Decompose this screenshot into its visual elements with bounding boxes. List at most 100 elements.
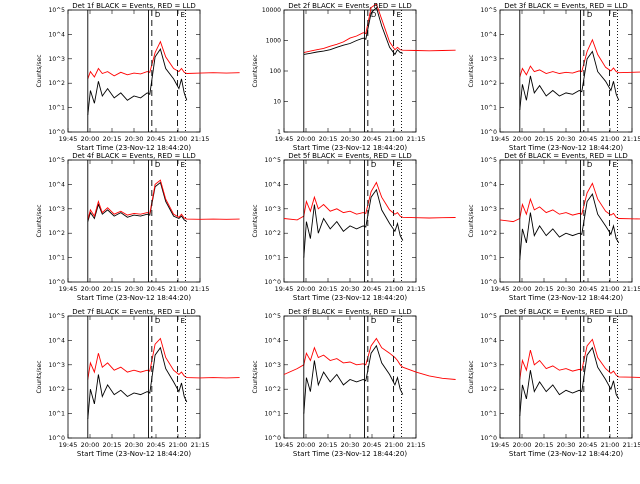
y-axis-label: Counts/sec bbox=[252, 204, 259, 237]
x-tick-label: 20:45 bbox=[147, 135, 166, 143]
x-tick-label: 20:15 bbox=[319, 135, 338, 143]
y-tick-label: 100 bbox=[270, 68, 282, 75]
series-lld-line bbox=[87, 337, 240, 380]
y-tick-label: 10^0 bbox=[49, 435, 66, 442]
x-tick-label: 21:15 bbox=[191, 441, 210, 449]
y-tick-label: 10^0 bbox=[481, 279, 498, 286]
series-events-line bbox=[87, 48, 188, 115]
y-tick-label: 10^4 bbox=[481, 337, 498, 344]
event-marker-label: E bbox=[181, 11, 185, 19]
series-events-line bbox=[303, 344, 404, 414]
x-tick-label: 20:00 bbox=[81, 441, 100, 449]
y-tick-label: 10^1 bbox=[49, 411, 66, 418]
x-tick-label: 20:30 bbox=[125, 441, 144, 449]
y-tick-label: 10000 bbox=[262, 7, 281, 14]
event-marker-label: D bbox=[587, 317, 592, 325]
panel-title: Det 1f BLACK = Events, RED = LLD bbox=[72, 2, 195, 10]
series-lld-line bbox=[499, 182, 640, 223]
x-tick-label: 21:00 bbox=[169, 441, 188, 449]
x-tick-label: 21:15 bbox=[407, 135, 426, 143]
y-tick-label: 10^0 bbox=[481, 435, 498, 442]
x-tick-label: 19:45 bbox=[491, 135, 510, 143]
y-tick-label: 10^1 bbox=[265, 255, 282, 262]
panel-title: Det 9f BLACK = Events, RED = LLD bbox=[504, 308, 627, 316]
y-tick-label: 10^2 bbox=[49, 386, 66, 393]
detector-panel: 10^010^110^210^310^410^519:45 20:00 20:15 2… bbox=[252, 152, 456, 302]
panel-title: Det 4f BLACK = Events, RED = LLD bbox=[72, 152, 195, 160]
series-lld-line bbox=[283, 181, 456, 221]
x-tick-label: 19:45 bbox=[491, 441, 510, 449]
y-tick-label: 10^1 bbox=[481, 255, 498, 262]
x-tick-label: 21:00 bbox=[169, 285, 188, 293]
y-tick-label: 10^3 bbox=[265, 362, 282, 369]
x-tick-label: 20:30 bbox=[125, 285, 144, 293]
y-axis-label: Counts/sec bbox=[468, 204, 475, 237]
event-marker-label: D bbox=[587, 11, 592, 19]
x-tick-label: 20:15 bbox=[319, 285, 338, 293]
y-axis-label: Counts/sec bbox=[36, 204, 43, 237]
x-axis-label: Start Time (23-Nov-12 18:44:20) bbox=[77, 450, 191, 458]
x-tick-label: 19:45 bbox=[59, 441, 78, 449]
x-tick-label: 21:00 bbox=[169, 135, 188, 143]
x-tick-label: 20:00 bbox=[81, 135, 100, 143]
x-tick-label: 19:45 bbox=[275, 441, 294, 449]
x-tick-label: 19:45 bbox=[59, 285, 78, 293]
x-tick-label: 20:45 bbox=[579, 285, 598, 293]
y-axis-label: Counts/sec bbox=[468, 360, 475, 393]
x-tick-label: 20:00 bbox=[513, 285, 532, 293]
x-tick-label: 20:15 bbox=[319, 441, 338, 449]
y-tick-label: 10^5 bbox=[49, 313, 66, 320]
detector-panel: 1 10 100 1000 10000 19:45 20:00 20:15 20:30 20:45… bbox=[252, 2, 456, 152]
x-tick-label: 21:15 bbox=[623, 441, 640, 449]
x-tick-label: 19:45 bbox=[275, 285, 294, 293]
y-axis-label: Counts/sec bbox=[36, 54, 43, 87]
x-tick-label: 20:00 bbox=[297, 441, 316, 449]
x-tick-label: 19:45 bbox=[275, 135, 294, 143]
event-marker-label: E bbox=[181, 161, 185, 169]
y-tick-label: 10^1 bbox=[49, 105, 66, 112]
x-tick-label: 20:45 bbox=[363, 285, 382, 293]
y-tick-label: 10^3 bbox=[49, 206, 66, 213]
x-tick-label: 20:15 bbox=[535, 135, 554, 143]
x-tick-label: 19:45 bbox=[59, 135, 78, 143]
y-tick-label: 10^1 bbox=[49, 255, 66, 262]
y-axis-label: Counts/sec bbox=[468, 54, 475, 87]
y-tick-label: 1 bbox=[277, 129, 281, 136]
panel-title: Det 6f BLACK = Events, RED = LLD bbox=[504, 152, 627, 160]
x-tick-label: 20:30 bbox=[341, 285, 360, 293]
y-tick-label: 10^2 bbox=[481, 80, 498, 87]
y-tick-label: 10^3 bbox=[49, 56, 66, 63]
x-axis-label: Start Time (23-Nov-12 18:44:20) bbox=[293, 450, 407, 458]
x-axis-label: Start Time (23-Nov-12 18:44:20) bbox=[293, 144, 407, 152]
x-tick-label: 20:30 bbox=[557, 135, 576, 143]
x-tick-label: 20:15 bbox=[103, 285, 122, 293]
x-tick-label: 21:15 bbox=[623, 285, 640, 293]
x-tick-label: 20:15 bbox=[103, 441, 122, 449]
y-tick-label: 10^4 bbox=[49, 337, 66, 344]
y-tick-label: 10^3 bbox=[265, 206, 282, 213]
x-axis-label: Start Time (23-Nov-12 18:44:20) bbox=[77, 294, 191, 302]
event-marker-label: D bbox=[587, 161, 592, 169]
y-tick-label: 10^0 bbox=[49, 129, 66, 136]
x-tick-label: 21:15 bbox=[407, 285, 426, 293]
x-tick-label: 20:00 bbox=[297, 285, 316, 293]
panel-title: Det 8f BLACK = Events, RED = LLD bbox=[288, 308, 411, 316]
x-tick-label: 21:15 bbox=[407, 441, 426, 449]
x-axis-label: Start Time (23-Nov-12 18:44:20) bbox=[509, 450, 623, 458]
x-tick-label: 20:30 bbox=[557, 441, 576, 449]
event-marker-label: D bbox=[371, 11, 376, 19]
x-tick-label: 20:30 bbox=[341, 441, 360, 449]
panel-title: Det 3f BLACK = Events, RED = LLD bbox=[504, 2, 627, 10]
y-tick-label: 10^4 bbox=[481, 31, 498, 38]
y-tick-label: 10^1 bbox=[265, 411, 282, 418]
y-tick-label: 10^3 bbox=[481, 56, 498, 63]
event-marker-label: D bbox=[155, 317, 160, 325]
x-tick-label: 21:15 bbox=[623, 135, 640, 143]
detector-panel: 10^010^110^210^310^410^519:45 20:00 20:15 2… bbox=[36, 152, 240, 302]
x-tick-label: 20:45 bbox=[363, 135, 382, 143]
y-tick-label: 10^0 bbox=[265, 279, 282, 286]
event-marker-label: E bbox=[397, 317, 401, 325]
y-tick-label: 10^4 bbox=[481, 181, 498, 188]
series-lld-line bbox=[87, 179, 240, 221]
